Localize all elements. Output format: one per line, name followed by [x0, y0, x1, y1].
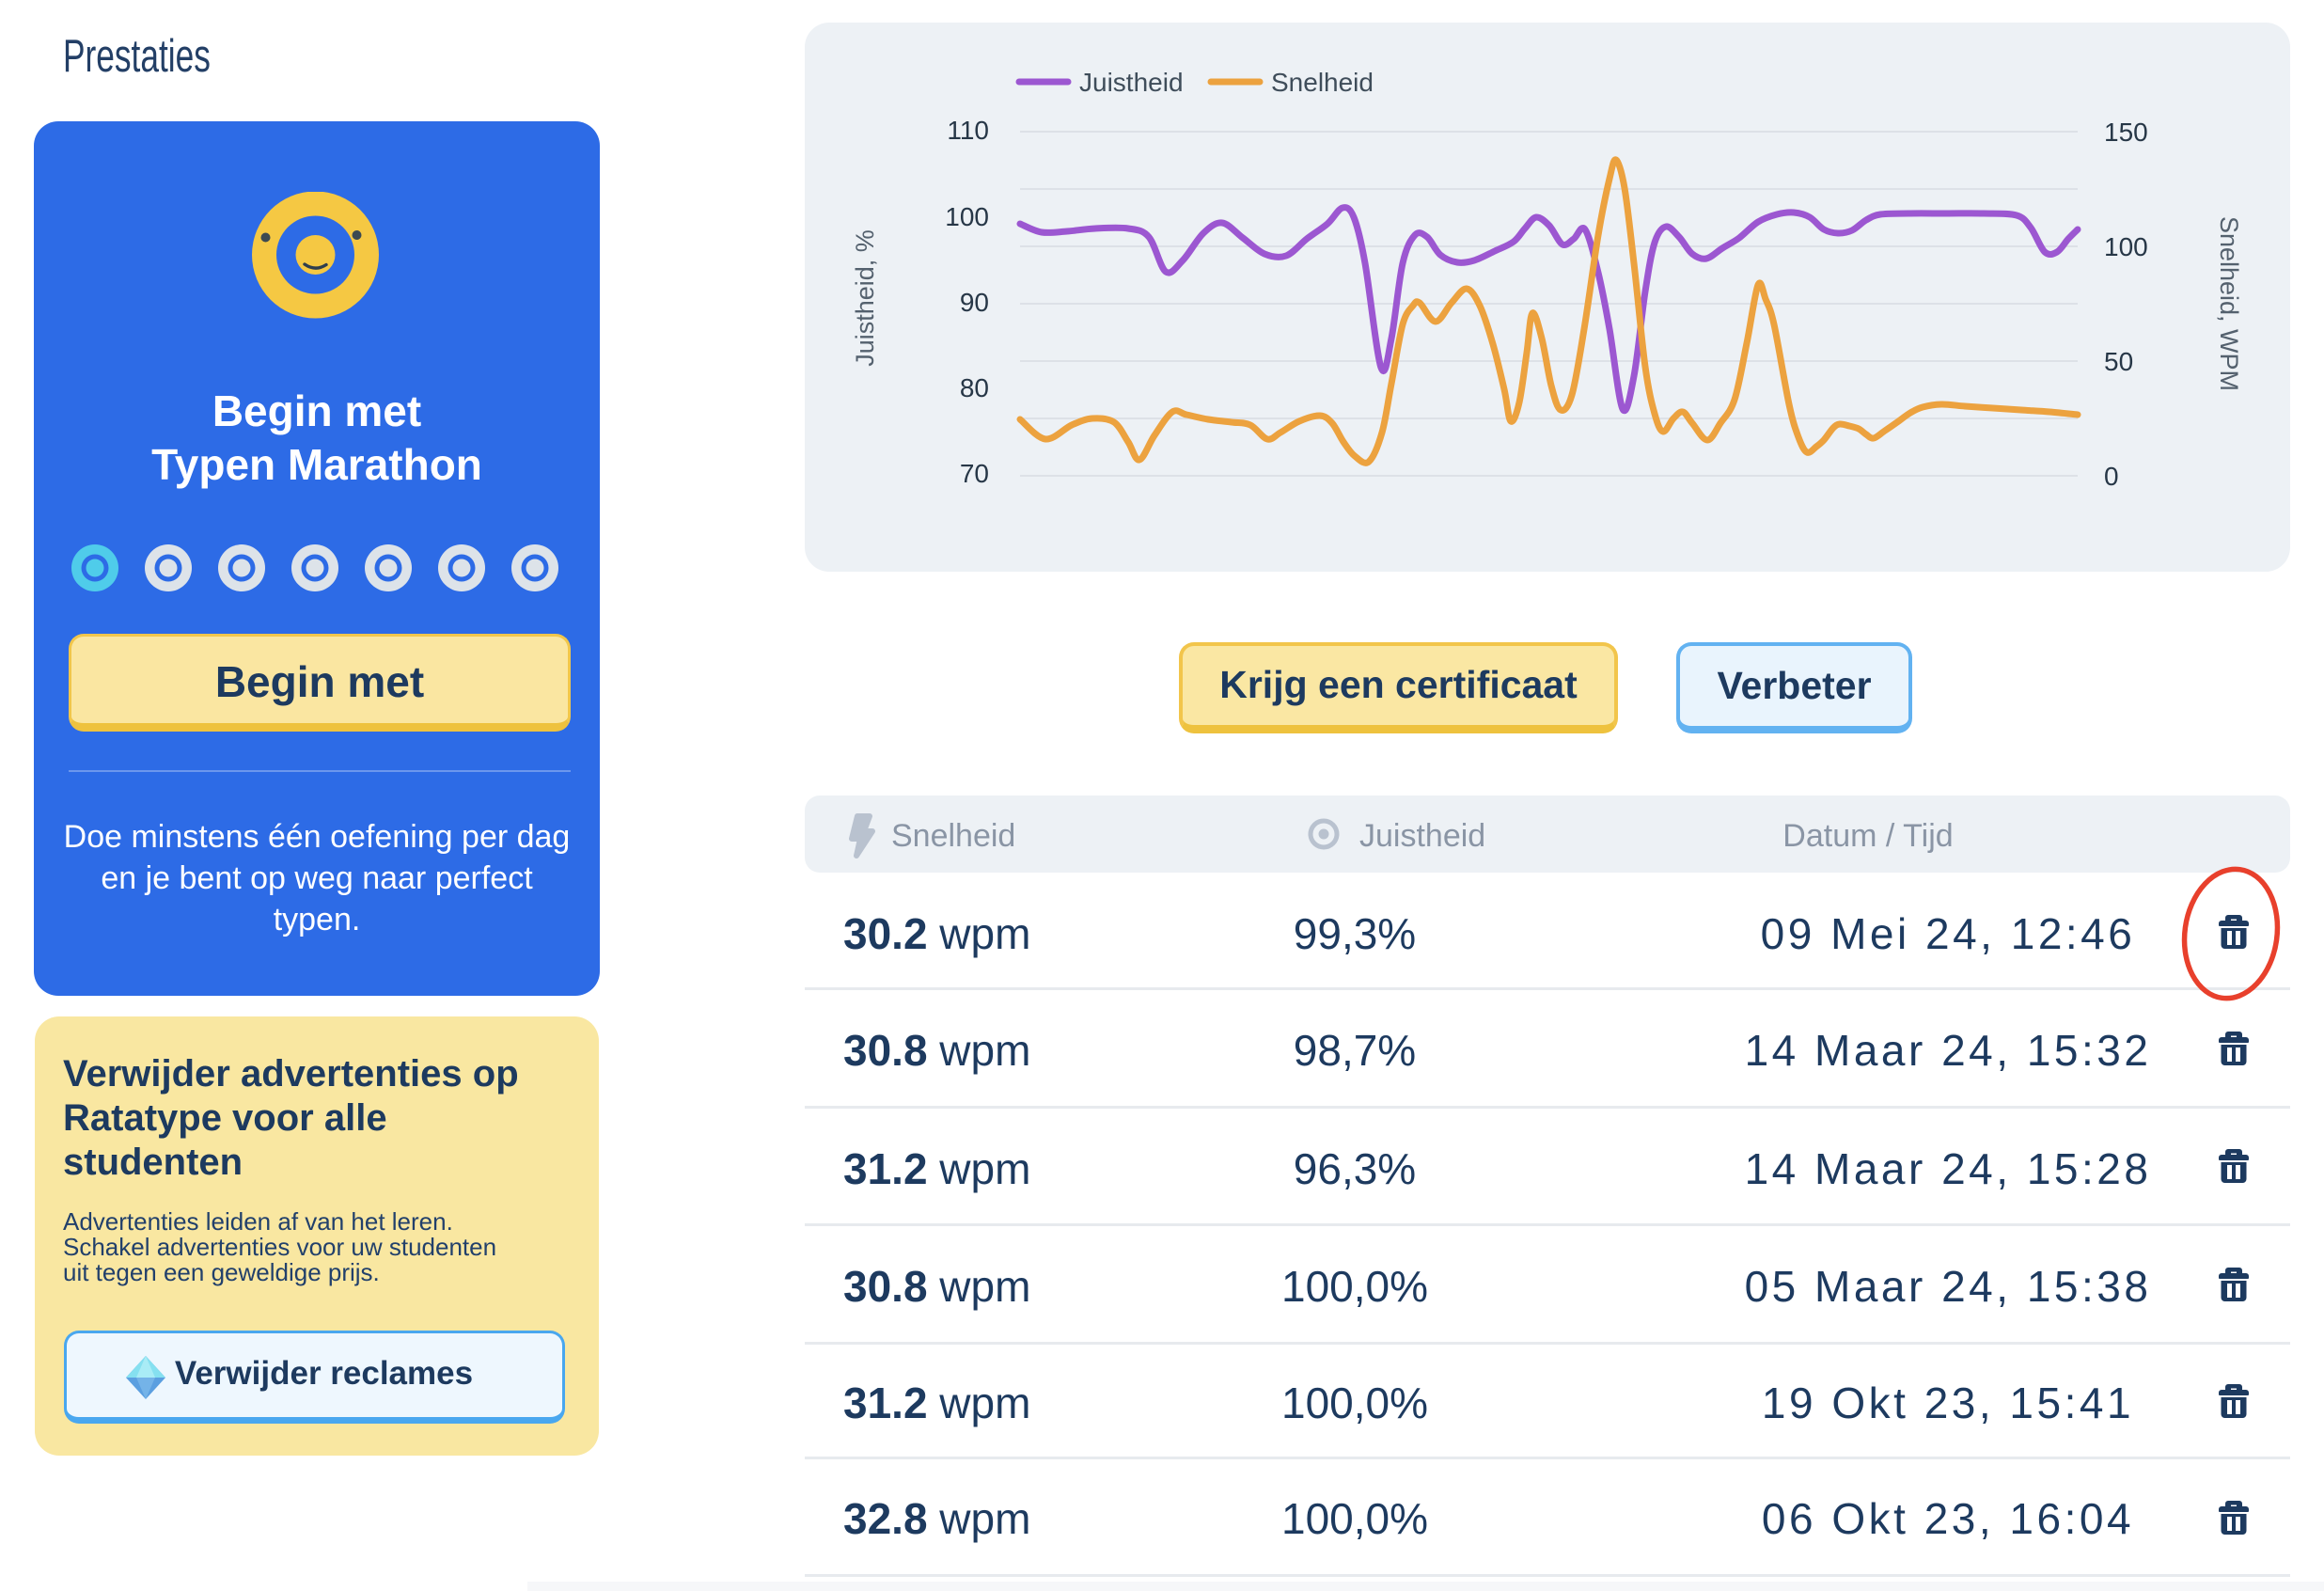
svg-text:Juistheid: Juistheid [1359, 818, 1485, 854]
svg-text:80: 80 [960, 373, 989, 402]
svg-text:Snelheid: Snelheid [1271, 68, 1374, 97]
svg-text:0: 0 [2104, 462, 2119, 491]
svg-text:100: 100 [945, 202, 989, 231]
svg-text:Juistheid: Juistheid [1079, 68, 1184, 97]
svg-text:90: 90 [960, 288, 989, 317]
svg-text:70: 70 [960, 459, 989, 488]
svg-text:Snelheid: Snelheid [891, 818, 1015, 854]
svg-text:110: 110 [947, 116, 989, 145]
svg-text:50: 50 [2104, 347, 2133, 376]
svg-text:100: 100 [2104, 232, 2148, 261]
svg-text:Juistheid, %: Juistheid, % [851, 229, 879, 367]
svg-text:150: 150 [2104, 118, 2148, 147]
svg-text:Snelheid, WPM: Snelheid, WPM [2215, 216, 2243, 391]
svg-text:Datum / Tijd: Datum / Tijd [1782, 818, 1953, 854]
